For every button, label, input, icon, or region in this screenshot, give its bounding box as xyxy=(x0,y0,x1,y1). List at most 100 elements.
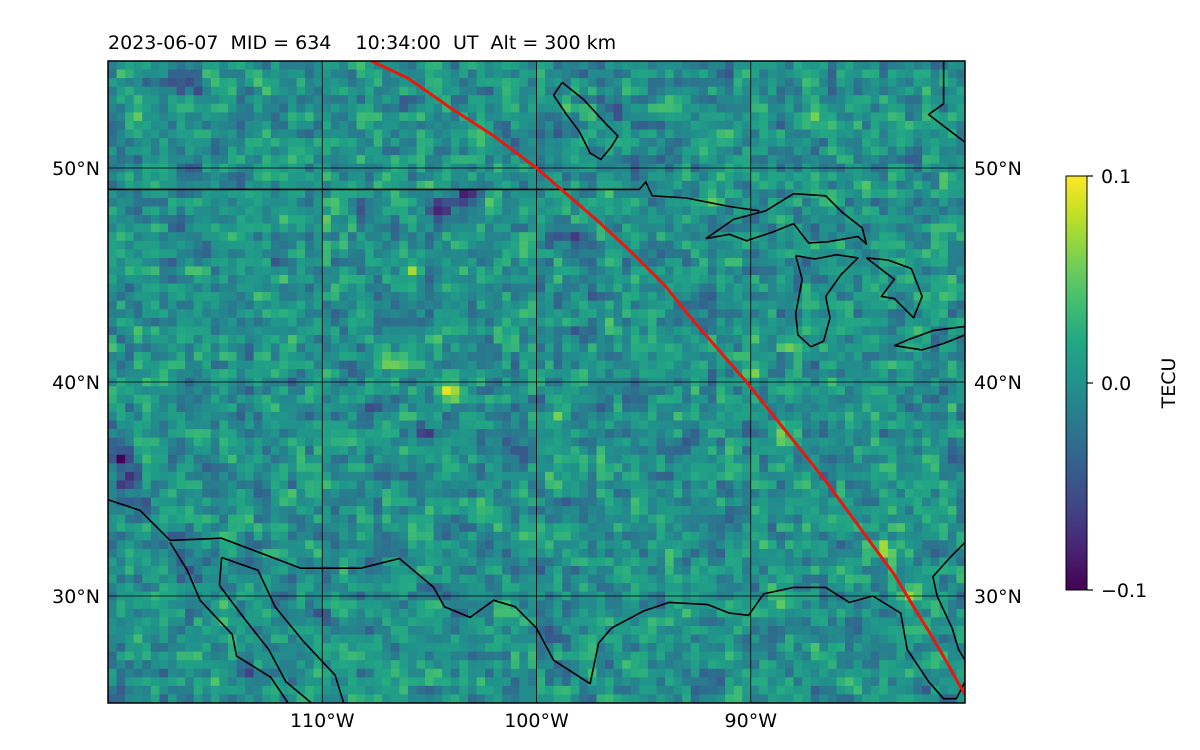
heatmap-cell xyxy=(185,343,195,353)
heatmap-cell xyxy=(202,369,212,379)
heatmap-cell xyxy=(845,155,855,165)
heatmap-cell xyxy=(553,275,563,285)
heatmap-cell xyxy=(236,360,246,370)
heatmap-cell xyxy=(399,129,409,139)
heatmap-cell xyxy=(125,223,135,233)
heatmap-cell xyxy=(236,411,246,422)
heatmap-cell xyxy=(887,146,898,156)
heatmap-cell xyxy=(236,138,246,148)
heatmap-cell xyxy=(407,249,418,259)
heatmap-cell xyxy=(236,343,246,353)
heatmap-cell xyxy=(125,86,135,96)
heatmap-cell xyxy=(665,266,675,276)
heatmap-cell xyxy=(365,257,375,268)
heatmap-cell xyxy=(373,326,383,336)
heatmap-cell xyxy=(613,403,623,413)
heatmap-cell xyxy=(176,334,186,345)
heatmap-cell xyxy=(176,257,186,268)
heatmap-cell xyxy=(690,155,700,165)
heatmap-cell xyxy=(956,86,965,96)
heatmap-cell xyxy=(476,343,486,353)
heatmap-cell xyxy=(159,334,169,345)
heatmap-cell xyxy=(407,360,418,370)
heatmap-cell xyxy=(639,172,649,182)
heatmap-cell xyxy=(870,189,880,199)
heatmap-cell xyxy=(305,326,315,336)
heatmap-cell xyxy=(133,309,143,319)
heatmap-cell xyxy=(193,386,203,396)
heatmap-cell xyxy=(416,343,426,353)
heatmap-cell xyxy=(356,334,366,345)
heatmap-cell xyxy=(202,429,212,439)
heatmap-cell xyxy=(330,386,340,396)
heatmap-cell xyxy=(785,180,795,190)
heatmap-cell xyxy=(725,86,735,96)
heatmap-cell xyxy=(870,266,880,276)
heatmap-cell xyxy=(227,266,238,276)
heatmap-cell xyxy=(459,275,469,285)
heatmap-cell xyxy=(716,300,726,310)
heatmap-cell xyxy=(270,446,280,456)
heatmap-cell xyxy=(116,78,126,88)
heatmap-cell xyxy=(613,326,623,336)
heatmap-cell xyxy=(407,480,418,490)
heatmap-cell xyxy=(947,394,958,404)
heatmap-cell xyxy=(510,369,520,379)
heatmap-cell xyxy=(956,249,965,259)
heatmap-cell xyxy=(545,309,555,319)
heatmap-cell xyxy=(827,172,838,182)
heatmap-cell xyxy=(716,146,726,156)
heatmap-cell xyxy=(193,206,203,216)
heatmap-cell xyxy=(185,480,195,490)
heatmap-cell xyxy=(579,197,589,208)
heatmap-cell xyxy=(827,86,838,96)
heatmap-cell xyxy=(305,352,315,362)
heatmap-cell xyxy=(836,454,846,464)
heatmap-cell xyxy=(425,146,435,156)
heatmap-cell xyxy=(116,95,126,105)
heatmap-cell xyxy=(142,300,152,310)
heatmap-cell xyxy=(245,352,255,362)
heatmap-cell xyxy=(390,197,400,208)
heatmap-cell xyxy=(347,437,358,447)
heatmap-cell xyxy=(305,95,315,105)
heatmap-cell xyxy=(296,69,306,79)
heatmap-cell xyxy=(210,206,221,216)
heatmap-cell xyxy=(373,429,383,439)
heatmap-cell xyxy=(879,386,889,396)
heatmap-cell xyxy=(279,300,289,310)
heatmap-cell xyxy=(407,411,418,422)
heatmap-cell xyxy=(245,232,255,242)
heatmap-cell xyxy=(510,112,520,122)
heatmap-cell xyxy=(810,352,820,362)
heatmap-cell xyxy=(433,257,443,268)
heatmap-cell xyxy=(587,275,598,285)
heatmap-cell xyxy=(133,292,143,302)
heatmap-cell xyxy=(270,369,280,379)
heatmap-cell xyxy=(682,257,692,268)
heatmap-cell xyxy=(725,360,735,370)
heatmap-cell xyxy=(716,215,726,225)
heatmap-cell xyxy=(810,206,820,216)
heatmap-cell xyxy=(887,403,898,413)
heatmap-cell xyxy=(382,292,392,302)
heatmap-cell xyxy=(373,292,383,302)
heatmap-cell xyxy=(339,69,349,79)
heatmap-cell xyxy=(227,429,238,439)
heatmap-cell xyxy=(673,334,683,345)
heatmap-cell xyxy=(536,292,546,302)
heatmap-cell xyxy=(210,155,221,165)
heatmap-cell xyxy=(707,69,718,79)
heatmap-cell xyxy=(776,275,786,285)
heatmap-cell xyxy=(425,129,435,139)
heatmap-cell xyxy=(570,352,580,362)
heatmap-cell xyxy=(690,360,700,370)
heatmap-cell xyxy=(287,454,298,464)
heatmap-cell xyxy=(562,394,572,404)
heatmap-cell xyxy=(133,411,143,422)
heatmap-cell xyxy=(759,403,769,413)
heatmap-cell xyxy=(476,215,486,225)
heatmap-cell xyxy=(176,471,186,482)
heatmap-cell xyxy=(305,275,315,285)
heatmap-cell xyxy=(253,78,263,88)
